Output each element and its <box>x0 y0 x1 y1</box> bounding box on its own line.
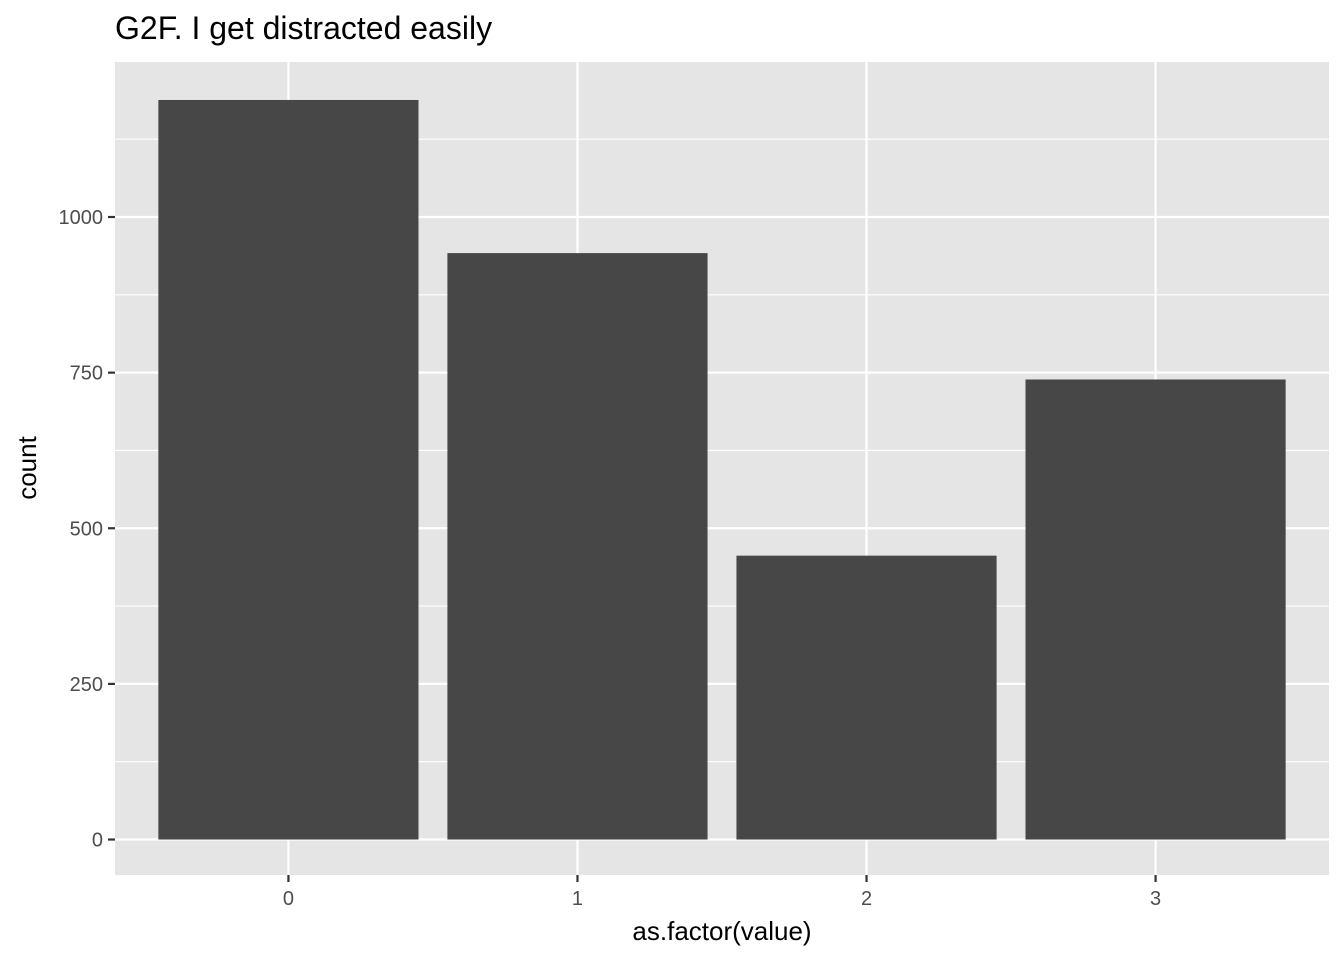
y-tick-label: 250 <box>70 674 103 696</box>
y-axis-title: count <box>12 435 42 499</box>
y-tick-label: 750 <box>70 363 103 385</box>
x-tick-label: 1 <box>572 888 583 910</box>
bar-0 <box>158 99 419 840</box>
x-tick-label: 3 <box>1150 888 1161 910</box>
x-axis-title: as.factor(value) <box>632 916 811 946</box>
x-tick-label: 0 <box>283 888 294 910</box>
bar-2 <box>736 555 997 840</box>
x-axis: 0 1 2 3 <box>283 875 1161 910</box>
x-tick-label: 2 <box>861 888 872 910</box>
y-tick-label: 0 <box>92 830 103 852</box>
y-tick-label: 500 <box>70 518 103 540</box>
bar-1 <box>447 253 708 840</box>
bar-3 <box>1025 379 1286 840</box>
y-axis: 0 250 500 750 1000 <box>59 207 115 852</box>
y-tick-label: 1000 <box>59 207 104 229</box>
bars <box>158 99 1286 840</box>
chart-title: G2F. I get distracted easily <box>115 10 492 46</box>
